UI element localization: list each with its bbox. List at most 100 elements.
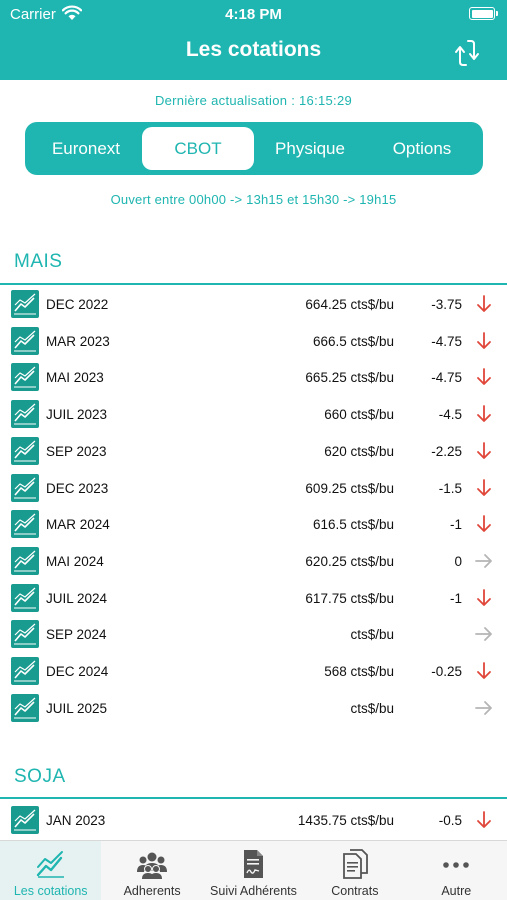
navigation-bar: Carrier 4:18 PM Les cotations [0,0,507,80]
tabbar-label: Suivi Adhérents [210,884,297,898]
chart-line-icon[interactable] [11,620,39,649]
tabbar-item-autre[interactable]: Autre [406,841,507,900]
section-title-soja: SOJA [14,766,66,787]
price-value: 664.25 cts$/bu [305,297,394,312]
quote-row[interactable]: JUIL 2024 617.75 cts$/bu -1 [0,580,507,617]
tab-euronext[interactable]: Euronext [51,138,121,158]
change-value: -2.25 [431,443,462,459]
documents-icon [342,849,368,879]
arrow-down-icon [477,368,491,386]
contract-label: JAN 2023 [46,813,106,828]
chart-line-icon[interactable] [11,400,39,429]
arrow-right-icon [475,627,492,642]
chart-line-icon[interactable] [11,546,39,575]
section-title-mais: MAIS [14,251,63,272]
carrier-label: Carrier [10,6,56,23]
chart-line-icon[interactable] [11,436,39,465]
tabbar-label: Adherents [123,884,181,898]
change-value: -0.5 [438,813,462,828]
change-value: -0.25 [431,664,462,679]
tabbar-item-contrats[interactable]: Contrats [304,841,405,900]
contract-label: MAI 2023 [46,370,104,386]
quote-row[interactable]: SEP 2024 cts$/bu [0,616,507,653]
chart-line-icon[interactable] [11,510,39,539]
price-value: cts$/bu [350,627,394,643]
contract-label: JUIL 2023 [46,407,108,423]
price-value: 620 cts$/bu [324,443,394,459]
quote-row[interactable]: DEC 2024 568 cts$/bu -0.25 [0,653,507,690]
quote-row[interactable]: DEC 2022 664.25 cts$/bu -3.75 [0,286,507,323]
change-value: 0 [454,553,462,569]
tabbar-label: Autre [441,884,472,898]
change-value: -1 [449,590,462,606]
arrow-down-icon [477,441,491,459]
tab-cbot[interactable]: CBOT [142,127,254,170]
chart-line-icon[interactable] [11,363,39,392]
tab-physique[interactable]: Physique [275,138,345,158]
contract-label: SEP 2024 [46,627,107,643]
users-icon [137,852,168,879]
contract-label: JUIL 2024 [46,590,108,606]
quote-row[interactable]: DEC 2023 609.25 cts$/bu -1.5 [0,470,507,507]
quote-row[interactable]: MAR 2023 666.5 cts$/bu -4.75 [0,323,507,360]
change-value: -4.75 [431,333,462,349]
document-signature-icon [244,850,264,878]
section-divider [0,283,507,285]
tabbar-label: Contrats [331,884,379,898]
battery-icon [469,7,498,20]
arrow-down-icon [477,588,491,606]
quote-row[interactable]: SEP 2023 620 cts$/bu -2.25 [0,433,507,470]
more-dots-icon [443,862,470,868]
chart-line-icon[interactable] [11,290,39,318]
arrow-down-icon [477,515,491,533]
quote-row[interactable]: JAN 2023 1435.75 cts$/bu -0.5 [0,802,507,839]
wifi-icon [62,5,82,20]
arrow-down-icon [477,295,491,312]
last-update-text: Dernière actualisation : 16:15:29 [154,93,353,108]
chart-line-icon[interactable] [11,657,39,685]
chart-line-icon[interactable] [11,326,39,355]
arrow-down-icon [477,811,491,828]
tabbar-label: Les cotations [13,884,88,898]
quote-row[interactable]: MAI 2024 620.25 cts$/bu 0 [0,543,507,580]
chart-line-icon[interactable] [11,693,39,722]
price-value: 665.25 cts$/bu [305,370,394,386]
chart-line-icon [36,851,64,878]
contract-label: MAR 2024 [46,517,110,533]
chart-line-icon[interactable] [11,473,39,502]
price-value: 609.25 cts$/bu [305,480,394,496]
chart-line-icon[interactable] [11,583,39,612]
arrow-right-icon [475,700,492,715]
price-value: 617.75 cts$/bu [305,590,394,606]
contract-label: JUIL 2025 [46,700,108,716]
tab-bar: Les cotations Adherents Suivi Adhérents [0,840,507,900]
quote-row[interactable]: MAR 2024 616.5 cts$/bu -1 [0,506,507,543]
change-value: -4.75 [431,370,462,386]
tab-options[interactable]: Options [392,138,452,158]
status-bar: Carrier 4:18 PM [0,0,507,28]
quote-row[interactable]: MAI 2023 665.25 cts$/bu -4.75 [0,359,507,396]
price-value: 620.25 cts$/bu [305,553,394,569]
tabbar-item-adherents[interactable]: Adherents [101,841,202,900]
opening-hours-text: Ouvert entre 00h00 -> 13h15 et 15h30 -> … [110,192,397,207]
swap-refresh-icon[interactable] [453,38,481,68]
section-divider [0,797,507,799]
change-value: -3.75 [431,297,462,312]
quote-row[interactable]: JUIL 2025 cts$/bu [0,690,507,727]
contract-label: DEC 2023 [46,480,109,496]
arrow-down-icon [477,331,491,349]
tabbar-item-suivi-adherents[interactable]: Suivi Adhérents [203,841,304,900]
arrow-down-icon [477,405,491,422]
price-value: 1435.75 cts$/bu [297,813,394,828]
change-value: -4.5 [438,407,462,423]
price-value: 616.5 cts$/bu [312,517,394,533]
market-segmented-control: Euronext CBOT Physique Options [25,122,483,175]
change-value: -1.5 [438,480,462,496]
chart-line-icon[interactable] [11,806,39,834]
contract-label: MAR 2023 [46,333,110,349]
quote-row[interactable]: JUIL 2023 660 cts$/bu -4.5 [0,396,507,433]
tabbar-item-cotations[interactable]: Les cotations [0,841,102,900]
change-value: -1 [449,517,462,533]
price-value: 568 cts$/bu [324,664,394,679]
arrow-down-icon [477,662,491,679]
